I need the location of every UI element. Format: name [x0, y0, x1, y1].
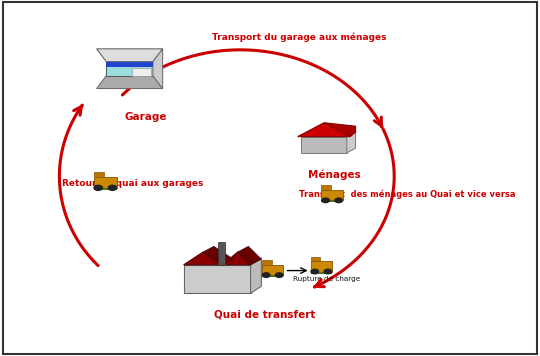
Polygon shape — [97, 76, 163, 89]
Polygon shape — [132, 68, 151, 76]
Polygon shape — [93, 177, 117, 188]
Text: Retour du quai aux garages: Retour du quai aux garages — [62, 179, 204, 188]
Polygon shape — [347, 132, 355, 153]
Polygon shape — [238, 246, 261, 265]
Polygon shape — [301, 137, 347, 153]
Polygon shape — [184, 252, 222, 265]
Polygon shape — [184, 265, 251, 293]
Circle shape — [334, 197, 343, 203]
Text: Transport  des ménages au Quai et vice versa: Transport des ménages au Quai et vice ve… — [300, 189, 516, 199]
Circle shape — [310, 268, 319, 274]
Circle shape — [93, 184, 103, 191]
Text: Ménages: Ménages — [308, 169, 361, 179]
Polygon shape — [93, 187, 117, 190]
Polygon shape — [321, 185, 331, 190]
Polygon shape — [222, 252, 251, 265]
Text: Rupture de charge: Rupture de charge — [293, 277, 360, 282]
Polygon shape — [203, 246, 233, 265]
Circle shape — [275, 272, 284, 278]
Circle shape — [107, 184, 117, 191]
Text: Quai de transfert: Quai de transfert — [214, 310, 315, 320]
Polygon shape — [310, 261, 332, 272]
Circle shape — [262, 272, 271, 278]
Polygon shape — [324, 123, 355, 137]
Text: Garage: Garage — [125, 112, 167, 122]
Polygon shape — [218, 242, 225, 265]
Polygon shape — [106, 62, 153, 67]
Polygon shape — [97, 49, 163, 62]
Polygon shape — [262, 260, 272, 265]
Polygon shape — [106, 62, 153, 76]
Polygon shape — [262, 275, 284, 277]
Polygon shape — [321, 190, 343, 200]
Text: Transport du garage aux ménages: Transport du garage aux ménages — [212, 33, 387, 42]
Polygon shape — [93, 172, 104, 177]
Polygon shape — [310, 257, 320, 261]
Circle shape — [321, 197, 330, 203]
Polygon shape — [153, 49, 163, 89]
Polygon shape — [310, 271, 332, 273]
Circle shape — [323, 268, 332, 274]
Polygon shape — [298, 123, 350, 137]
Polygon shape — [251, 258, 261, 293]
Polygon shape — [321, 200, 343, 202]
Polygon shape — [262, 265, 284, 275]
